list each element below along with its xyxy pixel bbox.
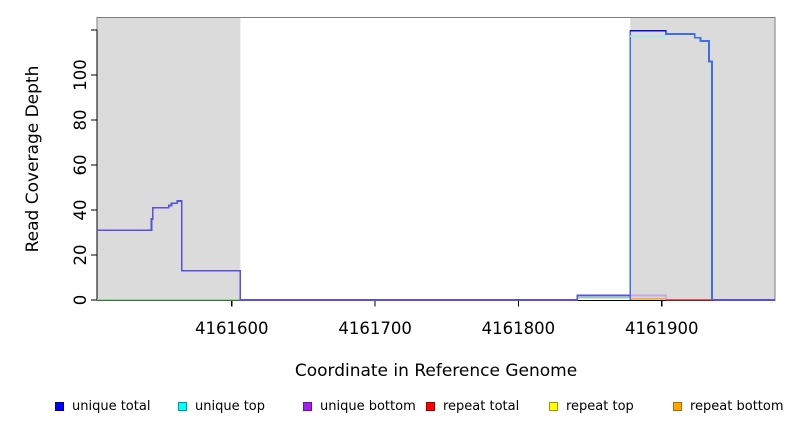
y-tick-label: 80 bbox=[71, 110, 90, 131]
y-tick-label: 20 bbox=[71, 245, 90, 266]
x-tick-label: 4161900 bbox=[625, 319, 699, 338]
y-axis-title: Read Coverage Depth bbox=[23, 66, 43, 253]
tick-labels: 4161600 4161700 4161800 4161900 0 20 40 60 80 100 bbox=[71, 59, 699, 338]
repeat-region-right bbox=[630, 17, 775, 301]
shaded-repeat-regions bbox=[97, 17, 775, 301]
x-tick-label: 4161600 bbox=[195, 319, 269, 338]
y-tick-label: 0 bbox=[71, 295, 90, 306]
y-tick-label: 100 bbox=[71, 59, 90, 91]
x-axis-title: Coordinate in Reference Genome bbox=[295, 361, 577, 381]
repeat-region-left bbox=[97, 17, 241, 301]
y-tick-label: 40 bbox=[71, 200, 90, 221]
x-tick-label: 4161700 bbox=[338, 319, 412, 338]
y-tick-label: 60 bbox=[71, 155, 90, 176]
x-tick-label: 4161800 bbox=[482, 319, 556, 338]
coverage-series-lines bbox=[97, 29, 775, 301]
series-unique-coverage-main bbox=[97, 200, 631, 301]
